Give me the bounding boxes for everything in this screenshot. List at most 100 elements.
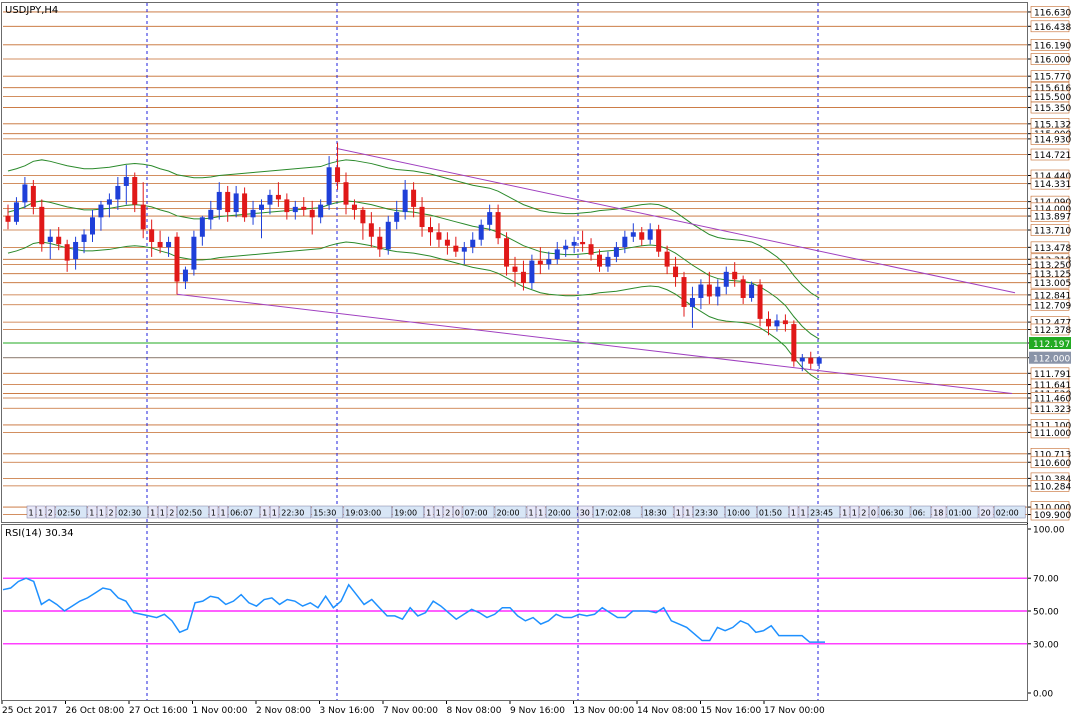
candle-body[interactable] [191,236,197,270]
candle-body[interactable] [56,236,62,245]
candle-body[interactable] [537,260,543,265]
candle-body[interactable] [90,217,95,235]
candle-body[interactable] [106,199,112,205]
candle-body[interactable] [504,238,510,267]
candle-body[interactable] [81,234,87,242]
candle-body[interactable] [444,239,450,246]
candle-body[interactable] [360,209,366,224]
candle-body[interactable] [656,229,662,252]
candle-body[interactable] [115,185,121,200]
candle-body[interactable] [343,182,349,205]
candle-body[interactable] [495,212,501,239]
candle-body[interactable] [639,232,645,240]
candle-body[interactable] [774,320,780,327]
candle-body[interactable] [673,266,679,278]
candle-body[interactable] [216,191,222,210]
candle-body[interactable] [808,357,814,364]
candle-body[interactable] [30,185,36,207]
candle-body[interactable] [732,271,738,280]
candle-body[interactable] [39,206,45,245]
candle-body[interactable] [98,204,104,218]
candle-body[interactable] [698,284,704,298]
candle-body[interactable] [73,241,79,260]
candle-body[interactable] [749,284,755,298]
candle-body[interactable] [292,206,298,213]
candle-body[interactable] [5,215,11,222]
candle-body[interactable] [757,284,763,319]
candle-body[interactable] [791,324,797,362]
candle-body[interactable] [208,209,214,220]
candle-body[interactable] [622,236,628,248]
candle-body[interactable] [546,259,552,265]
candle-body[interactable] [275,194,281,200]
candle-body[interactable] [123,176,129,186]
candle-body[interactable] [580,241,586,245]
candle-body[interactable] [166,241,172,248]
candle-body[interactable] [664,251,670,267]
candle-body[interactable] [487,212,493,225]
candle-body[interactable] [470,239,476,248]
candle-body[interactable] [335,167,341,183]
candle-body[interactable] [571,241,577,246]
candle-body[interactable] [630,232,636,237]
candle-body[interactable] [309,209,315,218]
candle-body[interactable] [512,266,518,272]
candle-body[interactable] [22,184,28,203]
candle-body[interactable] [132,176,138,205]
candle-body[interactable] [394,212,400,222]
candle-body[interactable] [13,202,19,222]
candle-body[interactable] [259,204,264,210]
candle-body[interactable] [520,271,526,284]
candle-body[interactable] [799,357,805,362]
candles[interactable] [5,142,822,372]
candle-body[interactable] [411,189,417,207]
candle-body[interactable] [461,247,467,252]
candle-body[interactable] [647,229,653,240]
candle-body[interactable] [64,244,70,261]
candle-body[interactable] [529,260,535,284]
candle-body[interactable] [351,204,357,210]
candle-body[interactable] [605,256,611,267]
candle-body[interactable] [689,297,695,307]
candle-body[interactable] [242,193,248,218]
candle-body[interactable] [588,244,594,255]
candle-body[interactable] [715,286,721,297]
candle-body[interactable] [318,204,324,218]
candle-body[interactable] [174,236,180,282]
candle-body[interactable] [149,229,155,242]
candle-body[interactable] [267,194,273,205]
candle-body[interactable] [182,269,188,282]
candle-body[interactable] [554,249,560,260]
candle-body[interactable] [225,191,231,213]
candle-body[interactable] [766,318,771,327]
candle-body[interactable] [284,199,290,213]
candle-body[interactable] [740,279,746,298]
candle-body[interactable] [597,254,602,267]
candle-body[interactable] [402,189,408,213]
candle-body[interactable] [377,236,383,250]
candle-body[interactable] [326,167,332,205]
candle-body[interactable] [453,245,459,252]
candle-body[interactable] [368,223,374,237]
candle-body[interactable] [301,206,307,210]
candle-body[interactable] [419,206,425,228]
candle-body[interactable] [563,245,569,250]
candle-body[interactable] [782,320,788,325]
candle-body[interactable] [140,204,146,230]
candle-body[interactable] [436,232,442,240]
candle-body[interactable] [681,277,687,307]
candle-body[interactable] [706,284,712,297]
candle-body[interactable] [233,193,239,213]
candle-body[interactable] [199,217,205,237]
candle-body[interactable] [613,247,619,257]
candle-body[interactable] [157,241,163,248]
candle-body[interactable] [816,357,822,364]
candle-body[interactable] [478,224,484,240]
candle-body[interactable] [250,209,256,218]
candle-body[interactable] [47,236,53,242]
candle-body[interactable] [723,271,729,287]
candle-body[interactable] [385,221,391,250]
candle-body[interactable] [428,227,433,233]
